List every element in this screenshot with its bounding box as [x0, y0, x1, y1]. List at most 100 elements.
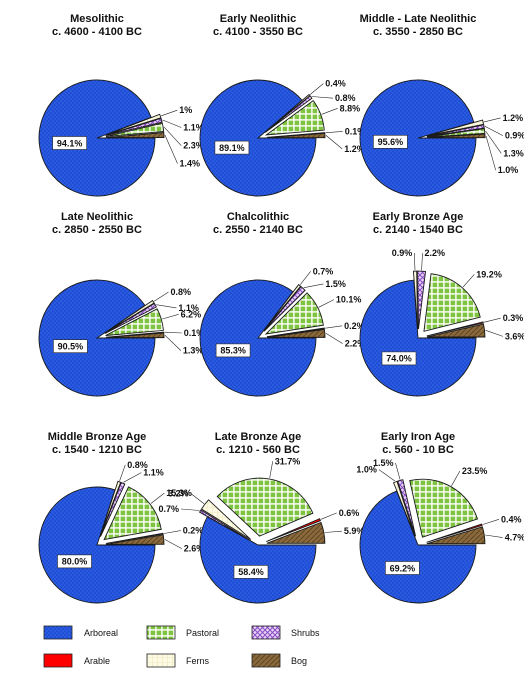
pie-slice-bog — [426, 133, 486, 139]
pie-slice-bog — [105, 534, 165, 545]
leader-line — [324, 530, 342, 533]
value-label-box — [215, 343, 251, 358]
value-label-bog: 1.2% — [344, 144, 365, 154]
value-label-pastoral: 19.2% — [476, 269, 502, 279]
chart-title: Early Iron Age — [381, 431, 455, 443]
slice-group — [198, 477, 326, 604]
pie-slice-bog — [426, 526, 486, 545]
slice-group — [38, 480, 165, 604]
leader-line — [318, 299, 335, 308]
pie-slice-pastoral — [264, 99, 325, 136]
leader-line — [484, 117, 501, 123]
pie-slice-arboreal — [38, 279, 156, 397]
chart-subtitle: c. 3550 - 2850 BC — [373, 26, 463, 38]
leader-line — [462, 274, 475, 288]
pie-slice-ferns — [105, 113, 162, 136]
value-label-pastoral: 10.1% — [336, 295, 362, 305]
value-label-box — [233, 565, 269, 579]
value-label-arboreal: 69.2% — [390, 563, 416, 573]
leader-line — [451, 470, 461, 486]
chart-subtitle: c. 560 - 10 BC — [382, 444, 454, 456]
pie-slice-bog — [266, 132, 326, 139]
value-label-bog: 3.6% — [505, 331, 524, 341]
value-label-bog: 2.6% — [184, 544, 205, 554]
legend-swatch-arable — [43, 653, 73, 668]
pie-slice-bog — [105, 332, 165, 339]
value-label-ferns: 1.2% — [503, 113, 524, 123]
leader-line — [303, 283, 324, 288]
value-label-arboreal: 80.0% — [62, 557, 88, 567]
pie-slice-ferns — [104, 299, 155, 334]
pie-slice-shrubs — [397, 479, 417, 537]
pie-slice-bog — [266, 328, 326, 338]
leader-line — [395, 462, 401, 480]
value-label-pastoral: 2.3% — [183, 141, 204, 151]
leader-line — [161, 109, 178, 117]
leader-line — [321, 108, 338, 115]
leader-line — [378, 469, 396, 482]
value-label-pastoral: 31.7% — [275, 456, 301, 466]
pie-slice-shrubs — [263, 286, 306, 332]
pie-slice-arable — [266, 327, 325, 338]
leader-line — [154, 291, 169, 302]
leader-line — [162, 119, 182, 128]
legend-label-arboreal: Arboreal — [84, 628, 118, 638]
pie-slice-arable — [266, 518, 322, 543]
chart-title: Early Neolithic — [220, 13, 296, 25]
value-label-shrubs: 1.5% — [325, 279, 346, 289]
value-label-arboreal: 74.0% — [386, 354, 412, 364]
pie-slice-shrubs — [104, 302, 157, 334]
slice-group — [199, 79, 326, 197]
legend-swatch-shrubs — [251, 625, 281, 640]
pie-slice-ferns — [200, 499, 252, 540]
chart-subtitle: c. 2140 - 1540 BC — [373, 224, 463, 236]
leader-line — [325, 135, 343, 150]
legend-label-arable: Arable — [84, 656, 110, 666]
label-group: 94.1% 1% 1.1% 2.3% 1.4% — [52, 105, 204, 169]
pie-slice-arboreal — [199, 279, 317, 397]
chart-subtitle: c. 4600 - 4100 BC — [52, 26, 142, 38]
value-label-arable: 0.3% — [503, 313, 524, 323]
leader-line — [156, 304, 177, 309]
leader-line — [325, 333, 343, 344]
leader-line — [320, 512, 337, 520]
chart-subtitle: c. 1540 - 1210 BC — [52, 444, 142, 456]
chart-subtitle: c. 1210 - 560 BC — [216, 444, 300, 456]
value-label-shrubs: 0.9% — [505, 131, 524, 141]
pie-slice-pastoral — [409, 478, 479, 538]
value-label-ferns: 0.9% — [392, 248, 413, 258]
leader-line — [485, 135, 496, 171]
label-group: 95.6% 1.2% 0.9% 1.3% 1.0% — [373, 113, 524, 175]
pie-slice-bog — [266, 521, 326, 544]
value-label-box — [214, 140, 250, 155]
value-label-box — [381, 351, 417, 366]
label-group: 89.1% 0.4% 0.8%8.8% 0.1% 1.2% — [214, 79, 365, 155]
leader-line — [163, 530, 181, 534]
chart-title: Chalcolithic — [227, 211, 289, 223]
pie-slice-arboreal — [38, 79, 156, 197]
value-label-pastoral: 23.5% — [462, 466, 488, 476]
value-label-ferns: 1.0% — [356, 465, 377, 475]
value-label-arboreal: 89.1% — [219, 143, 245, 153]
value-label-arboreal: 85.3% — [220, 346, 246, 356]
leader-line — [325, 325, 343, 329]
value-label-bog: 1.0% — [498, 165, 519, 175]
label-group: 85.3% 0.7% 1.5% 10.1% 0.2% 2.2% — [215, 266, 366, 358]
value-label-bog: 2.2% — [345, 339, 366, 349]
value-label-shrubs: 1.1% — [143, 468, 164, 478]
value-label-bog: 1.4% — [180, 159, 201, 169]
legend: Arboreal Pastoral Shrubs Arable Ferns Bo… — [43, 625, 320, 668]
pie-slice-arboreal — [359, 279, 477, 397]
leader-line — [421, 253, 423, 271]
pie-slice-ferns — [263, 284, 302, 332]
legend-label-shrubs: Shrubs — [291, 628, 320, 638]
pie-slice-pastoral — [105, 308, 164, 336]
value-label-bog: 5.9% — [344, 526, 365, 536]
pie-slice-bog — [426, 323, 486, 338]
value-label-box — [373, 135, 408, 149]
